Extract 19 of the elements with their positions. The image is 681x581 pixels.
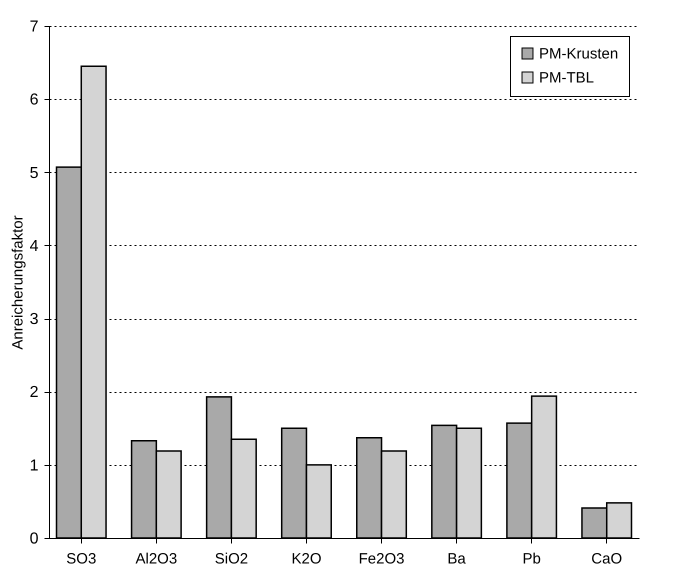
- y-tick-label: 3: [30, 311, 39, 328]
- y-tick-label: 2: [30, 384, 39, 402]
- y-axis-title: Anreicherungsfaktor: [10, 215, 27, 350]
- legend-label: PM-Krusten: [539, 46, 618, 62]
- x-tick-label: Ba: [447, 550, 466, 568]
- y-tick-label: 5: [30, 164, 39, 182]
- y-tick-label: 0: [30, 530, 39, 548]
- y-tick-label: 6: [30, 92, 39, 109]
- x-tick-label: Pb: [522, 550, 541, 568]
- x-tick-label: SO3: [66, 550, 96, 568]
- x-tick-label: K2O: [291, 550, 322, 568]
- x-tick-label: CaO: [591, 550, 622, 568]
- y-tick-label: 1: [30, 457, 39, 474]
- legend-label: PM-TBL: [539, 70, 594, 86]
- y-tick-label: 4: [30, 238, 39, 255]
- x-tick-label: Al2O3: [135, 550, 178, 568]
- x-tick-label: SiO2: [214, 550, 248, 568]
- y-tick-label: 7: [30, 18, 39, 36]
- x-tick-label: Fe2O3: [358, 550, 404, 568]
